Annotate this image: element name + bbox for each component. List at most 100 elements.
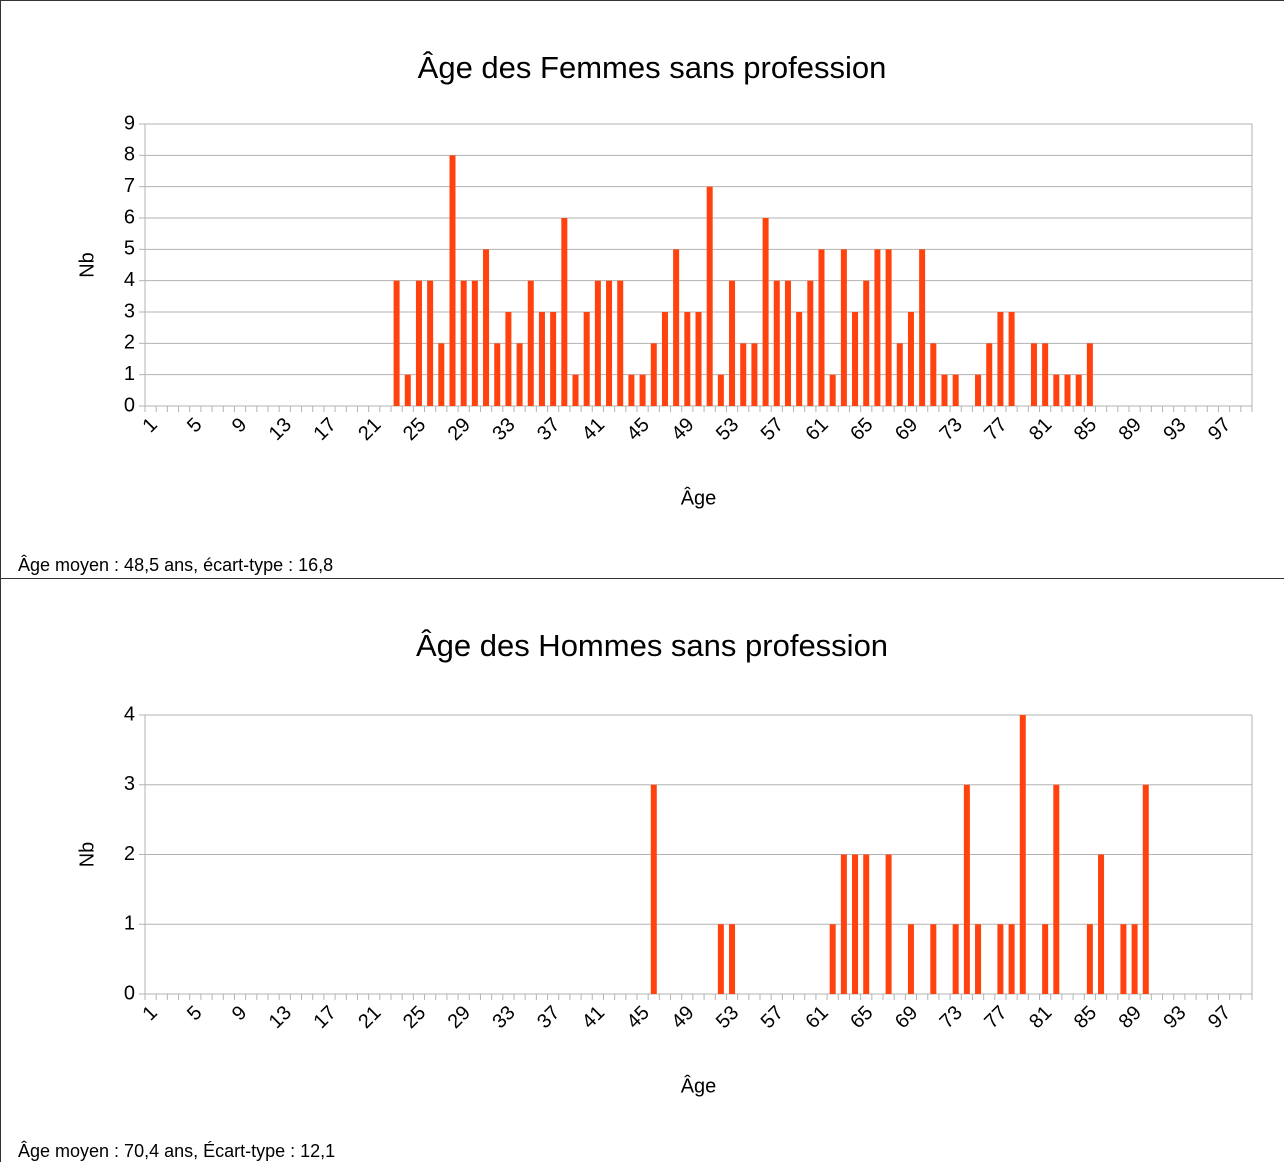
bar — [840, 854, 847, 994]
x-tick-label: 45 — [623, 1002, 654, 1033]
x-axis-label: Âge — [681, 486, 717, 509]
x-tick-label: 5 — [183, 414, 206, 437]
bar — [907, 924, 914, 994]
bar — [885, 249, 892, 406]
bar — [538, 312, 545, 406]
bar — [852, 312, 859, 406]
bar — [807, 280, 814, 406]
bar — [449, 155, 456, 406]
bar — [986, 343, 993, 406]
bar — [1053, 784, 1060, 994]
x-tick-label: 77 — [980, 414, 1011, 445]
bar — [874, 249, 881, 406]
bar — [471, 280, 478, 406]
bar — [952, 924, 959, 994]
x-tick-label: 41 — [578, 1002, 609, 1033]
bar — [818, 249, 825, 406]
bar — [751, 343, 758, 406]
x-tick-label: 89 — [1115, 1002, 1146, 1033]
bar — [975, 924, 982, 994]
y-tick-label: 7 — [124, 175, 135, 197]
bar — [1042, 343, 1049, 406]
bar — [729, 924, 736, 994]
y-tick-label: 8 — [124, 144, 135, 166]
y-tick-label: 2 — [124, 843, 135, 865]
bar — [1008, 924, 1015, 994]
bar — [840, 249, 847, 406]
x-tick-label: 89 — [1115, 414, 1146, 445]
bar — [415, 280, 422, 406]
x-tick-label: 25 — [399, 1002, 430, 1033]
bar — [717, 924, 724, 994]
x-tick-label: 65 — [846, 414, 877, 445]
x-tick-label: 53 — [712, 1002, 743, 1033]
bar — [628, 374, 635, 406]
x-tick-label: 1 — [138, 1002, 161, 1025]
bar — [952, 374, 959, 406]
y-tick-label: 6 — [124, 206, 135, 228]
bar — [1075, 374, 1082, 406]
bar — [863, 280, 870, 406]
bar — [661, 312, 668, 406]
x-axis-label: Âge — [681, 1074, 717, 1097]
bar — [706, 186, 713, 406]
bar — [1086, 343, 1093, 406]
y-tick-label: 1 — [124, 363, 135, 385]
y-tick-label: 2 — [124, 332, 135, 354]
bar — [1030, 343, 1037, 406]
bar — [1019, 715, 1026, 994]
x-tick-label: 49 — [667, 414, 698, 445]
bar — [1053, 374, 1060, 406]
bar — [885, 854, 892, 994]
bar — [650, 343, 657, 406]
bar — [919, 249, 926, 406]
chart-title: Âge des Hommes sans profession — [416, 628, 888, 663]
x-tick-label: 93 — [1159, 1002, 1190, 1033]
bar — [1142, 784, 1149, 994]
bar — [1042, 924, 1049, 994]
bar — [963, 784, 970, 994]
bar — [762, 218, 769, 406]
bar — [516, 343, 523, 406]
bar — [483, 249, 490, 406]
bar — [784, 280, 791, 406]
bar — [550, 312, 557, 406]
y-tick-label: 3 — [124, 300, 135, 322]
bar — [650, 784, 657, 994]
y-axis-label: Nb — [76, 252, 98, 278]
y-tick-label: 0 — [124, 394, 135, 416]
bar — [930, 343, 937, 406]
x-tick-label: 21 — [354, 1002, 385, 1033]
x-tick-label: 61 — [801, 414, 832, 445]
bar — [740, 343, 747, 406]
x-tick-label: 93 — [1159, 414, 1190, 445]
bar — [829, 924, 836, 994]
x-tick-label: 57 — [757, 1002, 788, 1033]
bar — [617, 280, 624, 406]
bar — [684, 312, 691, 406]
x-tick-label: 33 — [488, 1002, 519, 1033]
y-tick-label: 4 — [124, 269, 135, 291]
bar — [673, 249, 680, 406]
x-tick-label: 41 — [578, 414, 609, 445]
note: Âge moyen : 48,5 ans, écart-type : 16,8 — [18, 555, 333, 575]
x-tick-label: 1 — [138, 414, 161, 437]
bar — [729, 280, 736, 406]
bar — [930, 924, 937, 994]
y-tick-label: 0 — [124, 982, 135, 1004]
bar — [404, 374, 411, 406]
x-tick-label: 73 — [936, 1002, 967, 1033]
x-tick-label: 9 — [228, 1002, 251, 1025]
x-tick-label: 69 — [891, 1002, 922, 1033]
note: Âge moyen : 70,4 ans, Écart-type : 12,1 — [18, 1141, 335, 1161]
bar — [1131, 924, 1138, 994]
bar — [494, 343, 501, 406]
x-tick-label: 97 — [1204, 414, 1235, 445]
x-tick-label: 21 — [354, 414, 385, 445]
bar — [863, 854, 870, 994]
x-tick-label: 17 — [309, 414, 340, 445]
bar — [427, 280, 434, 406]
x-tick-label: 77 — [980, 1002, 1011, 1033]
bar — [773, 280, 780, 406]
bar — [606, 280, 613, 406]
